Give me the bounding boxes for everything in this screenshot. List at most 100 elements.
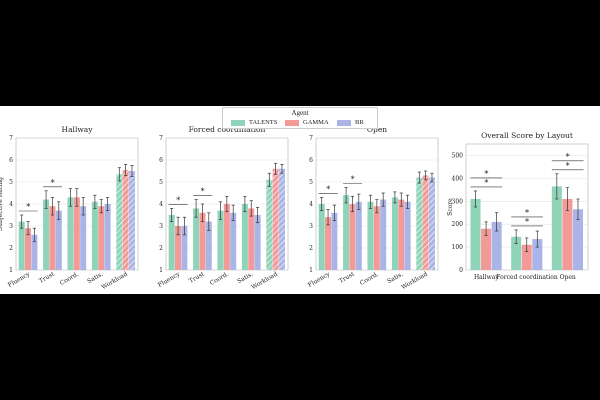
- legend-label-gamma: GAMMA: [303, 119, 329, 126]
- chart-forced-coordination-ytick-label: 6: [159, 157, 163, 164]
- legend-swatch-gamma: [285, 119, 299, 126]
- chart-open-bar-talents-fluency: [318, 204, 325, 270]
- chart-open-bar-br-fluency: [331, 212, 338, 270]
- chart-forced-coordination-xtick-label: Workload: [250, 271, 279, 292]
- chart-hallway-ytick-label: 2: [9, 245, 13, 252]
- chart-overall-score-by-layout-ytick-label: 400: [452, 175, 464, 182]
- chart-overall-score-by-layout-bar-talents-hallway: [470, 198, 481, 270]
- chart-overall-score-by-layout-bar-br-open: [572, 209, 583, 270]
- chart-open-bar-talents-trust: [343, 195, 350, 270]
- chart-forced-coordination-significance-label: *: [176, 196, 180, 205]
- chart-overall-score-by-layout-xtick-label: Hallway: [474, 274, 499, 281]
- chart-open-ytick-label: 7: [309, 135, 313, 142]
- chart-forced-coordination-bar-talents-satis: [241, 204, 248, 270]
- chart-forced-coordination-bar-gamma-satis: [248, 208, 255, 270]
- legend: Agent TALENTS GAMMA BR: [222, 107, 378, 129]
- chart-forced-coordination-ytick-label: 7: [159, 135, 163, 142]
- chart-overall-score-by-layout-significance-label: *: [566, 161, 570, 170]
- chart-forced-coordination-ytick-label: 1: [159, 267, 163, 274]
- chart-hallway-ytick-label: 4: [9, 201, 13, 208]
- chart-overall-score-by-layout-significance-label: *: [525, 208, 529, 217]
- chart-hallway-ylabel: Subjective Rating: [0, 177, 4, 231]
- chart-hallway-bar-talents-coord: [67, 197, 74, 270]
- chart-open-significance-label: *: [351, 175, 355, 184]
- chart-open-bar-talents-satis: [391, 197, 398, 270]
- chart-forced-coordination-bar-talents-trust: [193, 208, 200, 270]
- chart-overall-score-by-layout-significance-label: *: [484, 178, 488, 187]
- chart-forced-coordination-xtick-label: Satis.: [236, 271, 254, 286]
- chart-open-xtick-label: Workload: [400, 271, 429, 292]
- chart-hallway-significance-label: *: [51, 178, 55, 187]
- chart-overall-score-by-layout-ytick-label: 300: [452, 198, 464, 205]
- legend-item-br: BR: [337, 119, 364, 126]
- chart-overall-score-by-layout-significance-label: *: [566, 152, 570, 161]
- chart-open-bar-gamma-trust: [349, 204, 356, 270]
- chart-hallway-bar-talents-trust: [43, 199, 50, 270]
- chart-overall-score-by-layout-bar-talents-forced-coordination: [511, 236, 522, 270]
- chart-forced-coordination-significance-label: *: [201, 187, 205, 196]
- chart-open-ytick-label: 6: [309, 157, 313, 164]
- legend-item-talents: TALENTS: [231, 119, 277, 126]
- chart-overall-score-by-layout-ytick-label: 100: [452, 244, 464, 251]
- chart-overall-score-by-layout-significance-label: *: [484, 169, 488, 178]
- chart-overall-score-by-layout-ytick-label: 500: [452, 152, 464, 159]
- chart-hallway-ytick-label: 3: [9, 223, 13, 230]
- chart-open-ytick-label: 3: [309, 223, 313, 230]
- chart-open-bar-talents-coord: [367, 201, 374, 270]
- chart-hallway-bar-gamma-fluency: [25, 228, 32, 270]
- legend-swatch-br: [337, 119, 351, 126]
- chart-overall-score-by-layout-title: Overall Score by Layout: [481, 131, 573, 140]
- chart-open-title: Open: [367, 125, 387, 134]
- chart-overall-score-by-layout-significance-label: *: [525, 217, 529, 226]
- chart-open-ytick-label: 4: [309, 201, 313, 208]
- chart-overall-score-by-layout-xtick-label: Open: [560, 274, 576, 281]
- chart-forced-coordination-bar-gamma-coord: [223, 204, 230, 270]
- chart-hallway-title: Hallway: [62, 125, 94, 134]
- chart-forced-coordination-xtick-label: Trust: [188, 270, 206, 284]
- chart-open-ytick-label: 5: [309, 179, 313, 186]
- chart-forced-coordination-xtick-label: Coord.: [209, 271, 230, 287]
- chart-open-bar-gamma-coord: [373, 206, 380, 270]
- chart-open-bar-gamma-fluency: [325, 217, 332, 270]
- legend-label-talents: TALENTS: [249, 119, 278, 126]
- chart-hallway-xtick-label: Satis.: [86, 271, 104, 286]
- chart-open-bar-gamma-workload: [422, 175, 429, 270]
- chart-overall-score-by-layout-ylabel: Score: [447, 198, 454, 216]
- chart-open-bar-br-trust: [355, 201, 362, 270]
- chart-open-bar-br-coord: [380, 199, 387, 270]
- chart-overall-score-by-layout-bar-br-forced-coordination: [532, 239, 543, 270]
- chart-overall-score-by-layout-xtick-label: Forced coordination: [496, 274, 558, 281]
- chart-hallway-bar-talents-satis: [91, 201, 98, 270]
- legend-swatch-talents: [231, 119, 245, 126]
- chart-hallway-bar-gamma-satis: [98, 206, 105, 270]
- chart-open-bar-talents-workload: [416, 177, 423, 270]
- chart-forced-coordination-bar-gamma-trust: [199, 212, 206, 270]
- chart-open-bar-gamma-satis: [398, 199, 405, 270]
- chart-overall-score-by-layout-bar-talents-open: [551, 186, 562, 270]
- chart-hallway-ytick-label: 5: [9, 179, 13, 186]
- chart-open-ytick-label: 2: [309, 245, 313, 252]
- chart-forced-coordination-ytick-label: 5: [159, 179, 163, 186]
- chart-open-ytick-label: 1: [309, 267, 313, 274]
- chart-hallway-ytick-label: 6: [9, 157, 13, 164]
- chart-forced-coordination-bar-br-fluency: [181, 226, 188, 270]
- chart-hallway-ytick-label: 1: [9, 267, 13, 274]
- chart-hallway-bar-br-workload: [128, 171, 135, 270]
- chart-forced-coordination-bar-br-workload: [278, 168, 285, 270]
- chart-hallway-bar-talents-fluency: [18, 221, 25, 270]
- chart-forced-coordination-bar-br-trust: [205, 221, 212, 270]
- chart-open-xtick-label: Satis.: [386, 271, 404, 286]
- chart-forced-coordination-bar-talents-coord: [217, 210, 224, 270]
- figure-panel: 1 2 3 4 5 6 7 Hallway Subjective Rating Fluency Tr…: [0, 106, 600, 294]
- chart-forced-coordination-bar-br-satis: [254, 215, 261, 270]
- chart-overall-score-by-layout-bar-br-hallway: [491, 221, 502, 270]
- chart-overall-score-by-layout-bar-gamma-forced-coordination: [521, 244, 532, 270]
- chart-hallway-bar-br-satis: [104, 204, 111, 270]
- legend-title: Agent: [291, 109, 309, 117]
- chart-hallway-bar-gamma-workload: [122, 169, 129, 270]
- chart-open-bar-br-satis: [404, 201, 411, 270]
- chart-hallway-ytick-label: 7: [9, 135, 13, 142]
